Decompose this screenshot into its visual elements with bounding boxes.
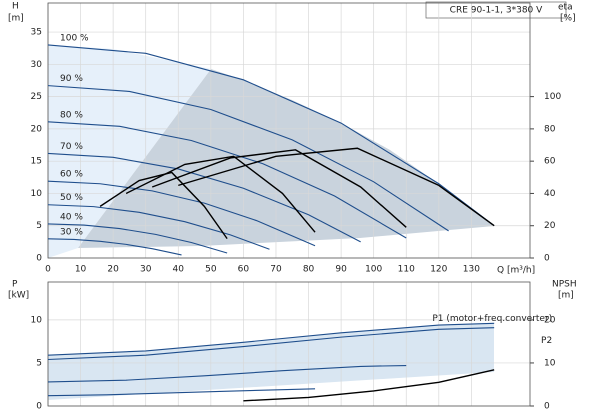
x-tick-label: 30: [140, 265, 152, 275]
x-axis-label: Q [m³/h]: [497, 266, 535, 276]
x-tick-label: 50: [205, 265, 217, 275]
y2-tick-label: 0: [544, 402, 550, 412]
curve: [47, 44, 495, 227]
y-tick-label: 10: [31, 189, 43, 199]
y2-tick-label: 10: [544, 358, 556, 368]
y-tick-label: 10: [31, 315, 43, 325]
y2-tick-label: 0: [544, 254, 550, 264]
y2-axis-unit: [m]: [558, 291, 574, 301]
curve: [47, 121, 407, 239]
plot-frame: [47, 2, 531, 259]
curve: [243, 369, 495, 402]
curve: [178, 147, 495, 227]
x-tick-label: 60: [238, 265, 250, 275]
operating-area: [78, 69, 494, 248]
curve: [47, 152, 361, 243]
x-tick-label: 120: [430, 265, 447, 275]
operating-area: [48, 45, 211, 258]
curve-label: P2: [541, 336, 552, 346]
x-tick-label: 40: [173, 265, 185, 275]
speed-label: 50 %: [60, 193, 83, 203]
x-tick-label: 80: [303, 265, 315, 275]
x-tick-label: 0: [45, 265, 51, 275]
y-tick-label: 5: [36, 221, 42, 231]
y-tick-label: 25: [31, 92, 42, 102]
x-tick-label: 130: [463, 265, 480, 275]
y2-tick-label: 100: [544, 92, 561, 102]
title-box: [425, 1, 567, 19]
y-tick-label: 30: [31, 60, 43, 70]
curve-label: P1 (motor+freq.converter): [432, 314, 552, 324]
y2-tick-label: 40: [544, 189, 556, 199]
curve: [47, 238, 182, 256]
y-tick-label: 20: [31, 124, 43, 134]
plot-frame: [47, 281, 531, 407]
y2-tick-label: 60: [544, 157, 556, 167]
curve: [47, 204, 270, 250]
speed-label: 70 %: [60, 142, 83, 152]
y-tick-label: 15: [31, 157, 42, 167]
curve: [47, 322, 495, 356]
x-tick-label: 70: [270, 265, 282, 275]
curve: [47, 180, 316, 247]
y2-tick-label: 20: [544, 221, 556, 231]
curve: [151, 149, 407, 228]
speed-label: 60 %: [60, 170, 83, 180]
y-tick-label: 0: [36, 402, 42, 412]
curve: [47, 388, 316, 397]
x-tick-label: 20: [107, 265, 119, 275]
y-axis-label: H: [12, 2, 19, 12]
curve: [47, 364, 407, 383]
y-tick-label: 0: [36, 254, 42, 264]
curve: [47, 85, 449, 232]
curve: [99, 171, 228, 240]
y2-tick-label: 20: [544, 315, 556, 325]
y-axis-label: P: [12, 280, 18, 290]
speed-label: 100 %: [60, 33, 89, 43]
curve: [47, 327, 495, 361]
y2-axis-label: NPSH: [552, 280, 577, 290]
x-tick-label: 100: [365, 265, 382, 275]
chart-title: CRE 90-1-1, 3*380 V: [450, 6, 543, 16]
y2-axis-label: eta: [558, 3, 573, 13]
speed-label: 80 %: [60, 110, 83, 120]
power-area: [48, 323, 494, 400]
y2-tick-label: 80: [544, 124, 556, 134]
x-tick-label: 90: [335, 265, 347, 275]
x-tick-label: 10: [75, 265, 87, 275]
speed-label: 90 %: [60, 74, 83, 84]
y-tick-label: 35: [31, 28, 42, 38]
x-tick-label: 110: [398, 265, 415, 275]
y-tick-label: 5: [36, 358, 42, 368]
speed-label: 40 %: [60, 212, 83, 222]
y-axis-unit: [m]: [8, 14, 24, 24]
y-axis-unit: [kW]: [8, 291, 29, 301]
speed-label: 30 %: [60, 227, 83, 237]
curve: [47, 223, 228, 254]
y2-axis-unit: [%]: [560, 14, 576, 24]
